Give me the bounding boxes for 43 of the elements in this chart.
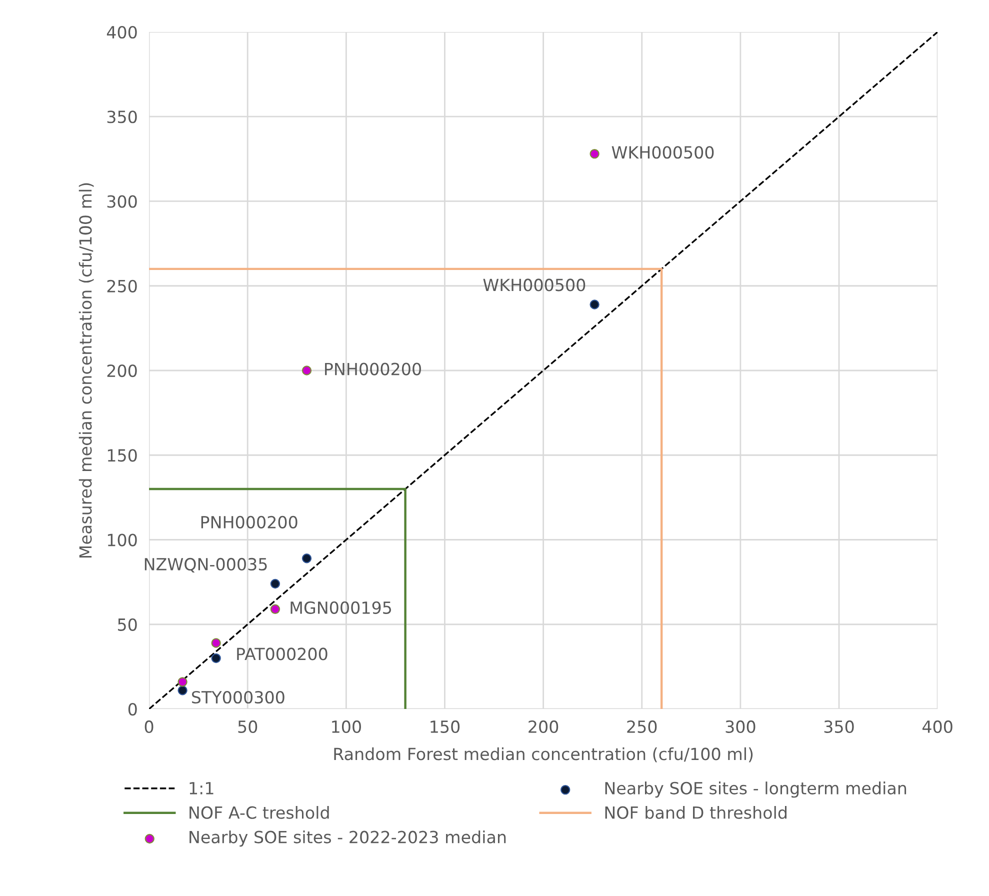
annotation: NZWQN-00035: [144, 558, 267, 572]
x-tick-label: 100: [332, 720, 361, 734]
y-tick-label: 350: [107, 110, 137, 124]
x-tick-label: 300: [726, 720, 756, 734]
y-tick-label: 100: [108, 534, 137, 546]
point: [211, 653, 221, 664]
point: [590, 300, 600, 310]
point: [178, 677, 188, 687]
annotation: PNH000200: [325, 362, 421, 376]
y-tick-label: 50: [118, 618, 137, 631]
y-tick-label: 200: [107, 364, 137, 378]
legend-label: 1:1: [190, 782, 214, 794]
y-axis-title: Measured median concentration (cfu/100 ml): [78, 183, 94, 558]
x-tick-label: 150: [430, 720, 460, 734]
point: [302, 554, 312, 564]
y-tick-label: 0: [128, 702, 137, 716]
point: [590, 149, 600, 159]
point: [270, 578, 280, 589]
x-tick-label: 350: [824, 720, 854, 734]
point: [178, 686, 188, 696]
annotation: PAT000200: [237, 648, 328, 660]
x-tick-label: 250: [627, 720, 657, 734]
x-tick-label: 50: [238, 720, 258, 734]
x-tick-label: 200: [528, 720, 558, 734]
legend-label: NOF A-C treshold: [190, 806, 329, 819]
annotation: PNH000200: [201, 516, 298, 528]
y-tick-label: 150: [108, 449, 137, 462]
annotation: MGN000195: [290, 601, 392, 614]
legend-label: Nearby SOE sites - longterm median: [605, 782, 906, 798]
annotation: WKH000500: [612, 146, 714, 159]
point: [302, 366, 312, 376]
annotation: STY000300: [192, 690, 284, 704]
y-tick-label: 400: [106, 26, 137, 39]
x-axis-title: Random Forest median concentration (cfu/100 ml): [334, 747, 753, 762]
y-tick-label: 300: [107, 195, 137, 208]
x-tick-label: 0: [144, 720, 154, 734]
legend-label: Nearby SOE sites - 2022-2023 median: [190, 830, 506, 847]
legend-label: NOF band D threshold: [605, 806, 786, 819]
y-tick-label: 250: [107, 280, 137, 292]
point: [270, 604, 280, 614]
annotation: WKH000500: [483, 278, 586, 292]
x-tick-label: 400: [922, 720, 952, 734]
point: [211, 638, 221, 648]
